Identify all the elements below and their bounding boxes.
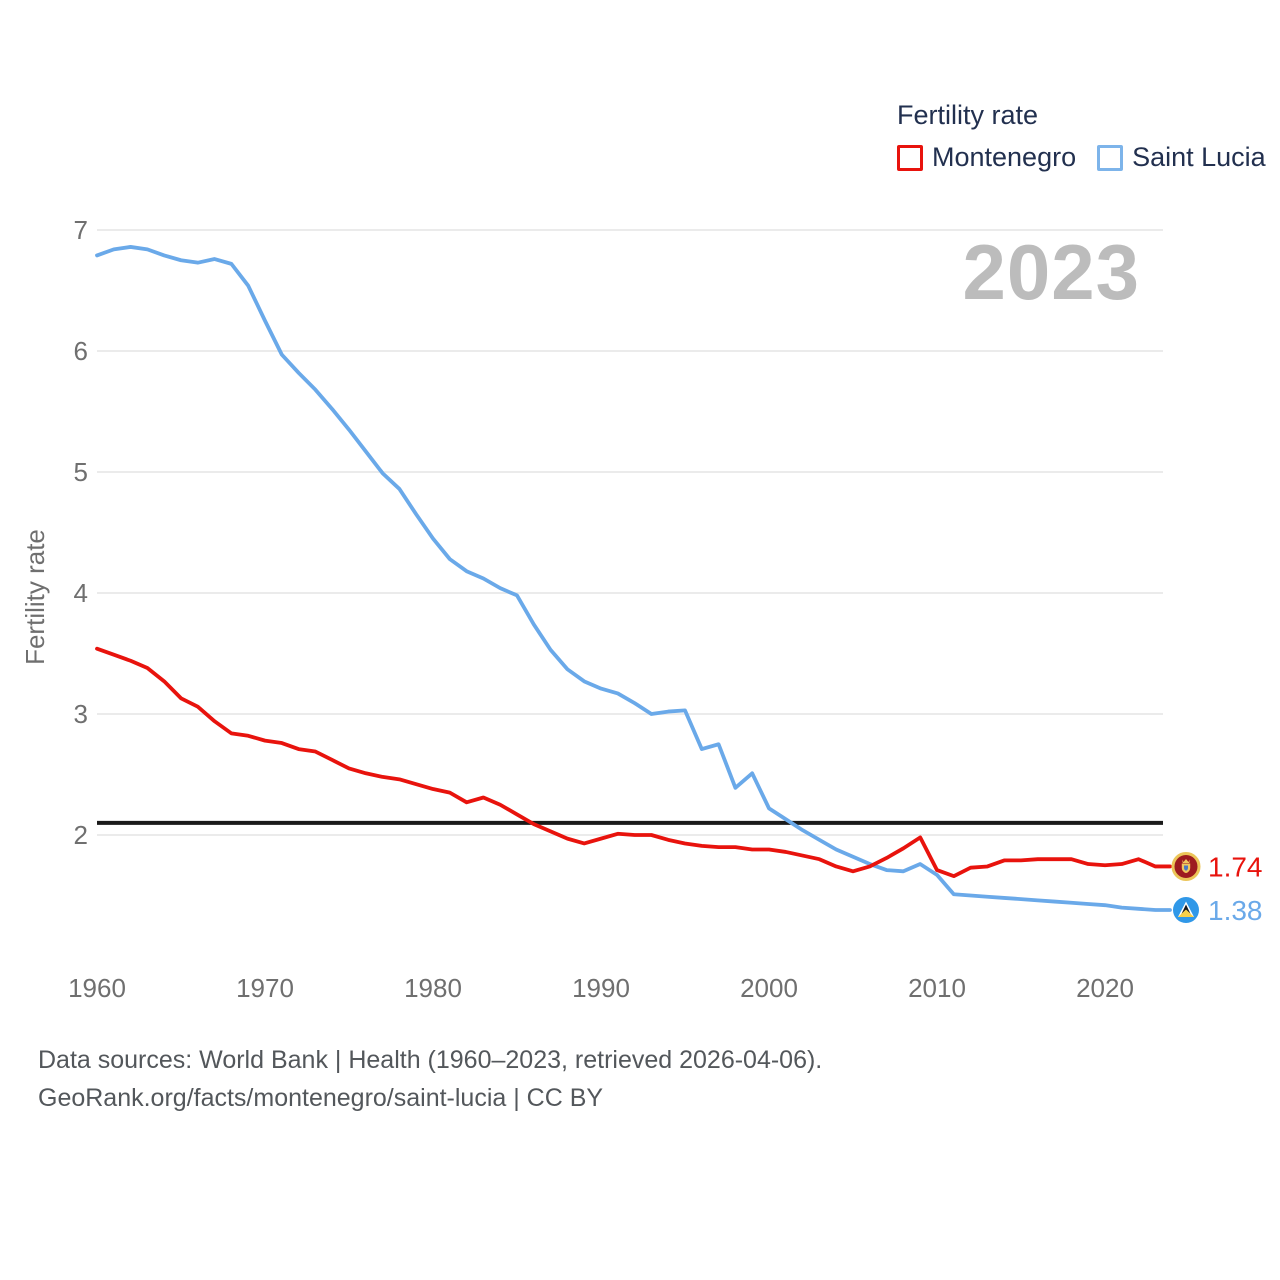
footer: Data sources: World Bank | Health (1960–…: [38, 1041, 822, 1117]
x-tick-label: 1980: [404, 973, 462, 1003]
x-tick-label: 2020: [1076, 973, 1134, 1003]
y-tick-label: 4: [74, 578, 88, 608]
y-tick-label: 6: [74, 336, 88, 366]
flag-triangle-gold: [1178, 909, 1194, 918]
end-value-label: 1.38: [1208, 895, 1263, 926]
montenegro-flag-icon: [1171, 851, 1201, 881]
x-tick-label: 1970: [236, 973, 294, 1003]
end-value-label: 1.74: [1208, 851, 1263, 882]
footer-attribution-line: GeoRank.org/facts/montenegro/saint-lucia…: [38, 1084, 604, 1112]
legend-item-montenegro[interactable]: Montenegro: [897, 142, 1076, 173]
footer-sources-line: Data sources: World Bank | Health (1960–…: [38, 1046, 823, 1074]
y-tick-label: 3: [74, 699, 88, 729]
series-line-saint-lucia: [95, 245, 1172, 912]
legend-items: Montenegro Saint Lucia: [897, 142, 1266, 173]
y-axis-title: Fertility rate: [20, 529, 50, 665]
series-line-montenegro: [95, 646, 1172, 879]
y-tick-label: 7: [74, 215, 88, 245]
x-tick-label: 1960: [68, 973, 126, 1003]
saint-lucia-swatch-icon: [1097, 144, 1124, 171]
montenegro-swatch-icon: [897, 144, 923, 171]
legend-item-label: Montenegro: [932, 142, 1077, 172]
year-watermark: 2023: [962, 228, 1140, 316]
legend-item-saint-lucia[interactable]: Saint Lucia: [1097, 142, 1266, 173]
legend: Fertility rate Montenegro Saint Lucia: [897, 100, 1266, 173]
x-tick-label: 2010: [908, 973, 966, 1003]
x-tick-label: 1990: [572, 973, 630, 1003]
saint-lucia-flag-icon: [1173, 897, 1199, 924]
legend-title: Fertility rate: [897, 100, 1039, 130]
x-tick-label: 2000: [740, 973, 798, 1003]
legend-item-label: Saint Lucia: [1132, 142, 1266, 172]
flag-crown: [1182, 858, 1190, 863]
y-tick-label: 2: [74, 820, 88, 850]
flag-shield-inner: [1184, 865, 1188, 871]
y-tick-label: 5: [74, 457, 88, 487]
